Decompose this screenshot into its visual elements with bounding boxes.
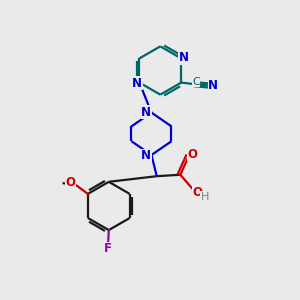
Text: N: N xyxy=(141,106,151,118)
Text: N: N xyxy=(132,77,142,90)
Text: O: O xyxy=(192,186,202,199)
Text: H: H xyxy=(201,191,209,202)
Text: C: C xyxy=(192,77,200,87)
Text: O: O xyxy=(187,148,197,160)
Text: O: O xyxy=(66,176,76,189)
Text: N: N xyxy=(141,149,151,162)
Text: F: F xyxy=(104,242,112,255)
Text: N: N xyxy=(208,79,218,92)
Text: N: N xyxy=(178,51,189,64)
